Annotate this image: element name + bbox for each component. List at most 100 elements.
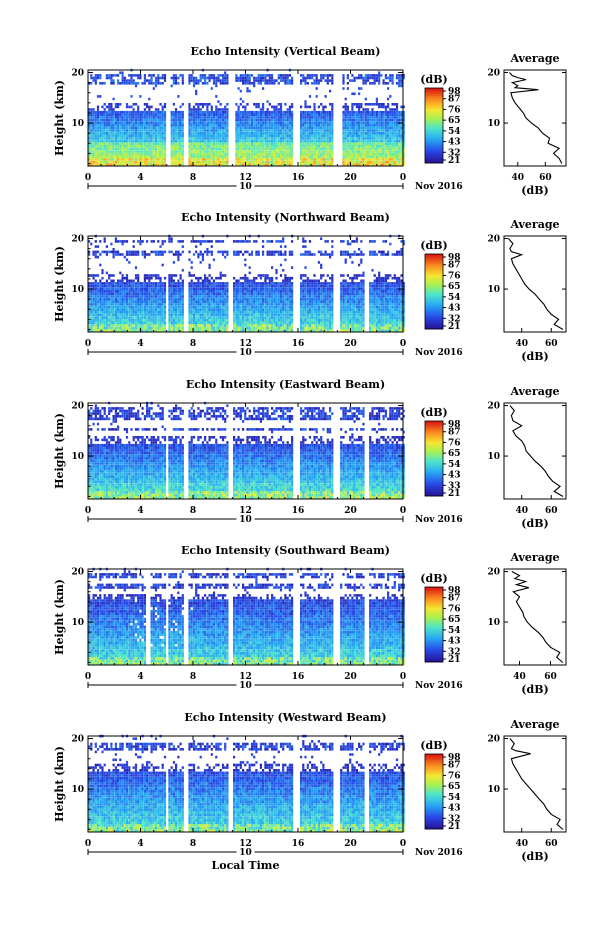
colorbar-tick-label: 54 (448, 127, 461, 137)
colorbar-tick-label: 32 (448, 814, 461, 824)
colorbar-step (425, 477, 443, 480)
colorbar-step (425, 787, 443, 791)
colorbar-step (425, 101, 443, 104)
colorbar-step (425, 635, 443, 639)
date-label: 10 (239, 681, 252, 691)
colorbar-step (425, 607, 443, 610)
colorbar-step (425, 761, 443, 764)
colorbar-step (425, 596, 443, 599)
colorbar-step (425, 755, 443, 759)
colorbar-step (425, 267, 443, 270)
colorbar-tick-label: 65 (448, 449, 461, 459)
y-axis-label: Height (km) (53, 246, 66, 322)
colorbar-step (425, 617, 443, 620)
average-profile: Average 40 60 10 20 (dB) (487, 551, 567, 696)
x-tick-label: 4 (137, 839, 143, 849)
colorbar-label: (dB) (420, 73, 447, 86)
colorbar-step (425, 289, 443, 292)
colorbar-step (425, 116, 443, 119)
colorbar-step (425, 278, 443, 281)
average-frame (503, 735, 567, 833)
colorbar-tick-label: 43 (448, 804, 461, 814)
colorbar-step (425, 650, 443, 654)
colorbar-step (425, 806, 443, 809)
colorbar-step (425, 432, 443, 435)
panel-3: Echo Intensity (Eastward Beam) 0 4 8 12 16 20 0… (53, 378, 567, 530)
colorbar-step (425, 280, 443, 283)
colorbar-step (425, 157, 443, 160)
colorbar-step (425, 259, 443, 262)
panel-1: Echo Intensity (Vertical Beam) 0 4 8 12 16 20 0… (53, 45, 567, 197)
colorbar-step (425, 315, 443, 319)
colorbar-step (425, 434, 443, 437)
colorbar-label: (dB) (420, 572, 447, 585)
x-tick-label: 0 (400, 506, 406, 516)
colorbar-step (425, 812, 443, 815)
average-x-tick-label: 40 (512, 173, 525, 183)
colorbar-step (425, 325, 443, 328)
average-profile: Average 40 60 10 20 (dB) (487, 385, 567, 530)
colorbar-step (425, 800, 443, 804)
colorbar-tick-label: 98 (448, 87, 461, 97)
x-tick-label: 8 (190, 506, 196, 516)
average-x-tick-label: 40 (513, 672, 526, 682)
colorbar-tick-label: 65 (448, 116, 461, 126)
colorbar-step (425, 605, 443, 609)
y-tick-label: 10 (71, 452, 84, 462)
colorbar-step (425, 660, 443, 663)
x-tick-label: 0 (85, 339, 91, 349)
colorbar-step (425, 656, 443, 659)
y-tick-label: 20 (71, 402, 84, 412)
average-x-tick-label: 60 (544, 672, 557, 682)
panel-2: Echo Intensity (Northward Beam) 0 4 8 12 16 20… (53, 211, 567, 363)
colorbar-tick-label: 76 (448, 105, 461, 115)
colorbar-step (425, 297, 443, 300)
colorbar-step (425, 134, 443, 138)
colorbar-step (425, 639, 443, 642)
colorbar-step (425, 479, 443, 482)
heatmap-cells (88, 734, 405, 832)
colorbar-step (425, 789, 443, 792)
month-label: Nov 2016 (415, 182, 463, 192)
date-label-bg (236, 347, 255, 357)
panel-title: Echo Intensity (Westward Beam) (184, 711, 386, 724)
colorbar-step (425, 473, 443, 476)
colorbar-step (425, 112, 443, 115)
colorbar-step (425, 475, 443, 478)
colorbar-step (425, 626, 443, 629)
y-axis-label: Height (km) (53, 413, 66, 489)
colorbar-step (425, 782, 443, 785)
colorbar-step (425, 482, 443, 486)
colorbar-step (425, 637, 443, 640)
colorbar-step (425, 317, 443, 321)
colorbar-step (425, 757, 443, 761)
colorbar-step (425, 622, 443, 625)
colorbar-step (425, 131, 443, 134)
colorbar-tick-label: 87 (448, 594, 461, 604)
colorbar-tick-label: 43 (448, 138, 461, 148)
x-axis-label: Local Time (212, 859, 280, 872)
colorbar-step (425, 447, 443, 450)
y-tick-label: 20 (71, 235, 84, 245)
colorbar-step (425, 647, 443, 650)
colorbar-step (425, 776, 443, 779)
panel-title: Echo Intensity (Southward Beam) (181, 544, 390, 557)
colorbar-step (425, 97, 443, 100)
average-x-tick-label: 40 (515, 506, 528, 516)
colorbar-step (425, 443, 443, 446)
panel-title: Echo Intensity (Vertical Beam) (190, 45, 380, 58)
heatmap-cells (88, 234, 405, 332)
colorbar-step (425, 321, 443, 324)
x-tick-label: 16 (292, 173, 305, 183)
colorbar-step (425, 611, 443, 614)
colorbar-step (425, 255, 443, 259)
colorbar-step (425, 441, 443, 444)
colorbar-step (425, 652, 443, 655)
colorbar-tick-label: 43 (448, 637, 461, 647)
x-tick-label: 4 (137, 173, 143, 183)
colorbar-step (425, 284, 443, 287)
x-tick-label: 0 (85, 506, 91, 516)
colorbar-step (425, 767, 443, 770)
average-x-tick-label: 60 (545, 506, 558, 516)
colorbar-step (425, 633, 443, 637)
